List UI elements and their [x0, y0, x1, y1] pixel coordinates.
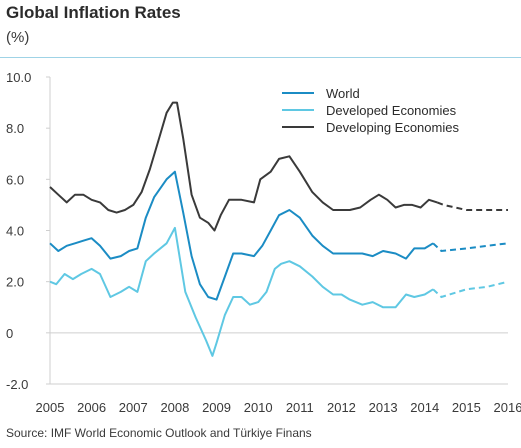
y-tick-label: 2.0: [6, 275, 24, 290]
legend-label-developing-economies: Developing Economies: [326, 120, 459, 135]
forecast-line-world: [432, 242, 509, 253]
forecast-line-developed-economies: [432, 280, 509, 299]
x-tick-label: 2008: [160, 400, 189, 415]
axis-ticks: 10.0 8.0 6.0 4.0 2.0 0 -2.0 2005 2006 2007 2008 200…: [6, 70, 521, 415]
legend-label-developed-economies: Developed Economies: [326, 103, 457, 118]
x-tick-label: 2014: [410, 400, 439, 415]
y-tick-label: 10.0: [6, 70, 31, 85]
series-lines: [49, 101, 509, 357]
x-tick-label: 2007: [119, 400, 148, 415]
y-tick-label: 0: [6, 326, 13, 341]
y-tick-label: 6.0: [6, 172, 24, 187]
series-line-world: [49, 170, 434, 301]
chart-title: Global Inflation Rates: [6, 3, 181, 22]
x-tick-label: 2013: [369, 400, 398, 415]
x-tick-label: 2011: [286, 400, 314, 415]
series-line-developed-economies: [49, 226, 434, 357]
y-tick-label: 8.0: [6, 121, 24, 136]
x-tick-label: 2009: [202, 400, 231, 415]
legend-label-world: World: [326, 86, 360, 101]
x-tick-label: 2005: [36, 400, 65, 415]
x-tick-label: 2010: [244, 400, 273, 415]
y-tick-label: 4.0: [6, 224, 24, 239]
series-line-developing-economies: [49, 101, 438, 232]
x-tick-label: 2015: [452, 400, 481, 415]
y-axis-unit: (%): [6, 29, 30, 46]
x-tick-label: 2016: [494, 400, 521, 415]
title-rule: [0, 57, 521, 58]
legend: World Developed Economies Developing Econo…: [282, 86, 459, 135]
y-tick-label: -2.0: [6, 377, 28, 392]
forecast-line-developing-economies: [436, 201, 508, 211]
source-note: Source: IMF World Economic Outlook and T…: [6, 426, 312, 440]
x-tick-label: 2012: [327, 400, 356, 415]
x-tick-label: 2006: [77, 400, 106, 415]
